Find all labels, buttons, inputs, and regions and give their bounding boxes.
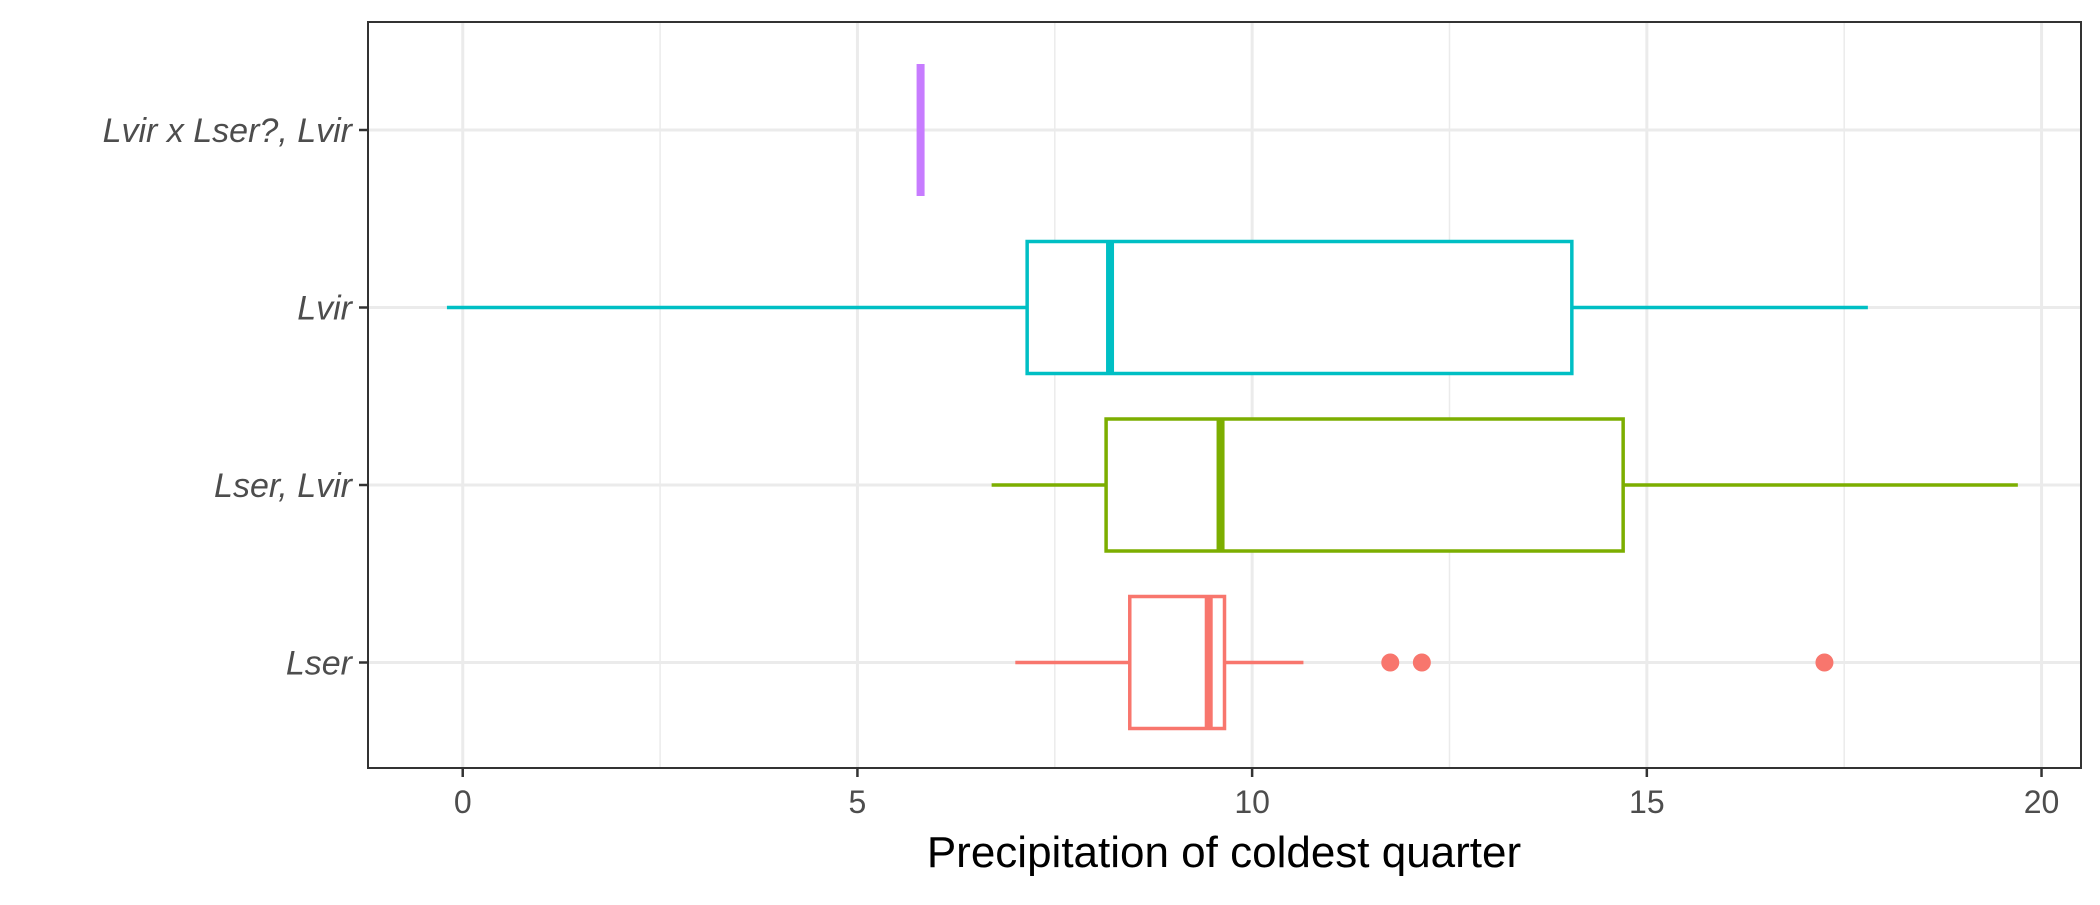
outlier-point bbox=[1381, 653, 1400, 672]
outlier-point bbox=[1815, 653, 1834, 672]
x-tick-label: 0 bbox=[454, 784, 472, 820]
x-tick-label: 15 bbox=[1629, 784, 1665, 820]
y-tick-label: Lvir bbox=[297, 290, 353, 328]
x-tick-label: 20 bbox=[2024, 784, 2060, 820]
y-axis: Lvir x Lser?, Lvir Lvir Lser, Lvir Lser bbox=[103, 112, 368, 683]
x-axis: 0 5 10 15 20 bbox=[454, 768, 2059, 820]
iqr-box bbox=[1025, 239, 1574, 376]
box-group bbox=[446, 239, 1868, 376]
box-group bbox=[1015, 594, 1834, 731]
y-tick-label: Lser bbox=[286, 645, 354, 683]
boxes bbox=[446, 64, 2018, 731]
y-tick-label: Lvir x Lser?, Lvir bbox=[103, 112, 354, 150]
y-tick-label: Lser, Lvir bbox=[214, 467, 354, 505]
x-axis-title: Precipitation of coldest quarter bbox=[927, 828, 1521, 877]
plot-panel-border bbox=[367, 21, 2082, 769]
box-group bbox=[991, 417, 2018, 553]
x-tick-label: 5 bbox=[849, 784, 867, 820]
iqr-box bbox=[1104, 417, 1625, 553]
outlier-point bbox=[1412, 653, 1431, 672]
x-tick-label: 10 bbox=[1234, 784, 1270, 820]
